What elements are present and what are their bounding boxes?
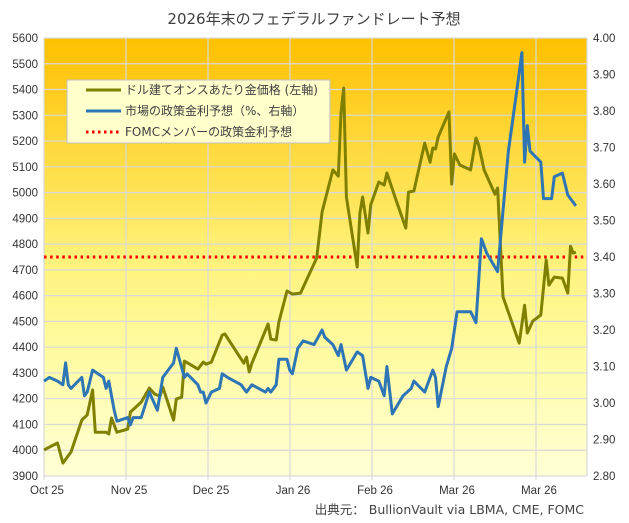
tick-labels: 3900 4000 4100 4200 4300 4400 4500 4600 4700 4800… [12,33,615,497]
right-axis-tick-label: 3.90 [593,70,615,82]
x-axis-tick-label: Nov 25 [111,485,147,497]
gold-price-line [43,86,577,465]
right-axis-tick-label: 3.80 [593,106,615,118]
left-axis-tick-label: 4300 [12,368,38,380]
legend-label-fomc: FOMCメンバーの政策金利予想 [125,124,292,139]
right-axis-tick-label: 3.60 [593,179,615,191]
legend-label-market-rate: 市場の政策金利予想（%、右軸） [125,103,304,118]
left-axis-tick-label: 5600 [12,33,38,45]
right-axis-tick-label: 2.90 [593,435,615,447]
x-axis-tick-label: Oct 25 [30,485,64,497]
x-axis-tick-label: Dec 25 [193,485,229,497]
right-axis-tick-label: 3.00 [593,398,615,410]
left-axis-tick-label: 4800 [12,239,38,251]
left-axis-tick-label: 4100 [12,419,38,431]
left-axis-tick-label: 5100 [12,162,38,174]
right-axis-tick-label: 3.10 [593,362,615,374]
left-axis-tick-label: 4500 [12,316,38,328]
left-axis-tick-label: 4900 [12,213,38,225]
left-axis-tick-label: 5300 [12,110,38,122]
left-axis-tick-label: 3900 [12,471,38,483]
left-axis-tick-label: 4700 [12,265,38,277]
series-lines [43,51,587,465]
right-axis-tick-label: 3.70 [593,143,615,155]
legend: ドル建てオンスあたり金価格 (左軸) 市場の政策金利予想（%、右軸） FOMCメ… [66,79,331,144]
right-axis-tick-label: 4.00 [593,33,615,45]
legend-label-gold: ドル建てオンスあたり金価格 (左軸) [125,82,318,97]
right-axis-tick-label: 3.30 [593,289,615,301]
left-axis-tick-label: 4400 [12,342,38,354]
right-axis-tick-label: 3.20 [593,325,615,337]
x-axis-tick-label: Mar 26 [439,485,475,497]
left-axis-tick-label: 4200 [12,394,38,406]
right-axis-tick-label: 2.80 [593,471,615,483]
left-axis-tick-label: 5400 [12,85,38,97]
right-axis-tick-label: 3.40 [593,252,615,264]
source-note: 出典元： BullionVault via LBMA, CME, FOMC [315,502,584,517]
chart-title: 2026年末のフェデラルファンドレート予想 [167,10,460,28]
x-axis-tick-label: Feb 26 [357,485,393,497]
market-rate-line [43,51,578,427]
left-axis-tick-label: 5500 [12,59,38,71]
left-axis-tick-label: 4000 [12,445,38,457]
left-axis-tick-label: 5200 [12,136,38,148]
x-axis-tick-label: Mar 26 [521,485,557,497]
left-axis-tick-label: 5000 [12,188,38,200]
left-axis-tick-label: 4600 [12,291,38,303]
x-axis-tick-label: Jan 26 [276,485,311,497]
right-axis-tick-label: 3.50 [593,216,615,228]
